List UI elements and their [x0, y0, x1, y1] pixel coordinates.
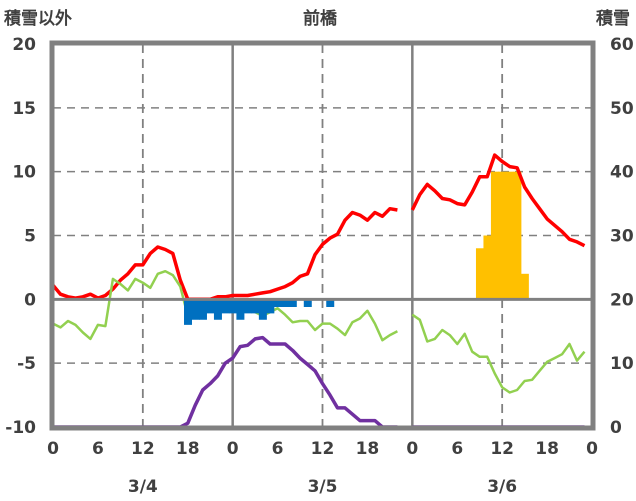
x-tick-label: 18 — [535, 439, 559, 459]
y-left-tick-label: -5 — [17, 354, 36, 374]
y-right-tick-label: 50 — [610, 99, 634, 119]
y-left-tick-label: 0 — [24, 290, 36, 310]
y-left-tick-label: 15 — [12, 99, 36, 119]
bar-blue — [273, 299, 282, 307]
series-line-purple — [53, 335, 585, 429]
y-right-tick-label: 60 — [610, 35, 634, 55]
bar-blue — [251, 299, 260, 314]
date-label: 3/4 — [128, 477, 158, 497]
y-right-tick-label: 20 — [610, 290, 634, 310]
bar-積雪 — [520, 273, 529, 300]
bar-blue — [198, 299, 207, 320]
y-left-tick-label: 10 — [12, 163, 36, 183]
plot-frame — [49, 40, 596, 431]
x-tick-label: 0 — [586, 439, 598, 459]
bar-blue — [266, 299, 275, 314]
bar-blue — [288, 299, 297, 307]
grid — [53, 44, 592, 427]
date-label: 3/6 — [487, 477, 517, 497]
y-right-tick-label: 40 — [610, 163, 634, 183]
x-tick-label: 18 — [176, 439, 200, 459]
y-left-tick-label: -10 — [5, 418, 36, 438]
bar-blue — [243, 299, 252, 314]
y-left-tick-label: 5 — [24, 227, 36, 247]
x-tick-label: 6 — [451, 439, 463, 459]
bar-blue — [258, 299, 267, 320]
bar-積雪 — [490, 171, 499, 300]
bar-blue — [326, 299, 335, 307]
bar-blue — [221, 299, 230, 314]
x-tick-label: 0 — [406, 439, 418, 459]
bar-blue — [281, 299, 290, 307]
bar-積雪 — [505, 171, 514, 300]
y-left-tick-label: 20 — [12, 35, 36, 55]
x-tick-label: 12 — [311, 439, 335, 459]
x-tick-label: 12 — [490, 439, 514, 459]
bars — [475, 171, 529, 300]
bar-blue — [184, 299, 192, 325]
bar-blue — [236, 299, 245, 320]
bar-積雪 — [513, 171, 522, 300]
bar-blue — [303, 299, 312, 307]
x-tick-label: 6 — [272, 439, 284, 459]
y-right-tick-label: 0 — [610, 418, 622, 438]
bar-blue — [191, 299, 200, 320]
bar-blue — [213, 299, 222, 320]
x-tick-label: 0 — [47, 439, 59, 459]
bar-blue — [228, 299, 237, 314]
plot-border — [49, 40, 596, 431]
x-tick-label: 12 — [131, 439, 155, 459]
chart-title: 前橋 — [303, 8, 338, 29]
label-right-axis: 積雪 — [596, 8, 630, 29]
x-tick-label: 0 — [227, 439, 239, 459]
bar-積雪 — [483, 235, 492, 300]
bar-積雪 — [498, 171, 507, 300]
bar-blue — [206, 299, 215, 314]
x-tick-label: 18 — [356, 439, 380, 459]
y-right-tick-label: 10 — [610, 354, 634, 374]
x-tick-label: 6 — [92, 439, 104, 459]
bar-積雪 — [475, 248, 484, 300]
date-label: 3/5 — [308, 477, 338, 497]
label-left-axis: 積雪以外 — [4, 8, 72, 29]
y-right-tick-label: 30 — [610, 227, 634, 247]
